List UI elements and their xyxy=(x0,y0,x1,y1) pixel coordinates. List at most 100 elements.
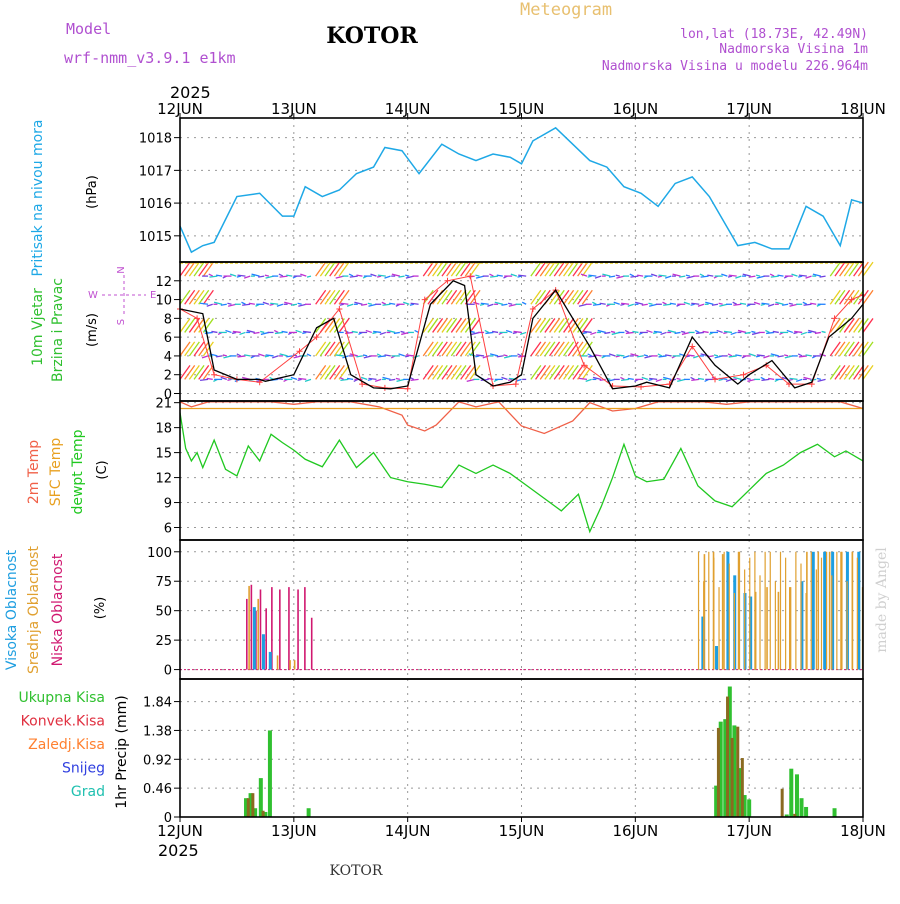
wind-ylabel: 10m Vjetar xyxy=(30,288,46,366)
compass-west: W xyxy=(88,290,98,301)
wind-barb xyxy=(455,261,467,277)
wind-barb xyxy=(405,354,414,357)
wind-barb xyxy=(239,331,246,336)
wind-barb xyxy=(594,275,602,279)
wind-barb xyxy=(338,289,350,305)
wind-barb xyxy=(460,365,472,380)
wind-barb xyxy=(489,273,494,277)
wind-barb xyxy=(795,378,803,383)
wind-barb xyxy=(441,341,453,357)
wind-barb xyxy=(746,377,751,381)
wind-barb xyxy=(549,289,561,305)
precip-total-bar xyxy=(784,814,789,817)
wind-barb xyxy=(862,289,874,305)
wind-barb xyxy=(362,354,368,357)
wind-barb xyxy=(363,355,372,359)
cloud-mid-bar xyxy=(248,585,250,670)
cloud-mid-bar xyxy=(257,598,260,670)
wind-barb xyxy=(184,261,196,277)
cloud-mid-bar xyxy=(841,551,843,670)
wind-barb xyxy=(798,275,803,278)
wind-barb xyxy=(237,274,246,277)
wind-barb xyxy=(236,353,242,357)
wind-barb xyxy=(817,378,826,383)
wind-barb xyxy=(862,365,874,380)
cloud-mid-bar xyxy=(697,551,700,670)
wind-barb xyxy=(788,378,793,382)
wind-barb xyxy=(705,301,714,305)
cloud-low-bar xyxy=(271,587,273,670)
wind-barb xyxy=(179,261,191,277)
wind-barb xyxy=(368,377,377,381)
wind-barb xyxy=(329,318,341,333)
wind-barb xyxy=(382,376,391,381)
wind-barb xyxy=(657,275,663,278)
wind-barb xyxy=(479,303,485,306)
wind-barb xyxy=(660,331,667,336)
wind-barb xyxy=(286,355,293,358)
wind-barb xyxy=(273,329,279,334)
wind-barb xyxy=(853,261,865,277)
wind-barb xyxy=(765,329,770,334)
wind-barb xyxy=(641,376,649,381)
wind-barb xyxy=(279,275,288,278)
time-label-top: 16JUN xyxy=(612,100,658,118)
wind-barb xyxy=(587,353,592,357)
wind-barb xyxy=(306,275,312,278)
wind-barb xyxy=(644,355,653,359)
wind-barb xyxy=(853,318,865,333)
wind-barb xyxy=(492,330,499,334)
wind-barb xyxy=(422,318,434,333)
cloud-ylabel: Srednja Oblacnost xyxy=(26,546,42,674)
gust-marker xyxy=(831,315,838,322)
cloud-low-bar xyxy=(246,598,248,670)
pressure-axis-tick-label: 1018 xyxy=(139,132,172,147)
wind-barb xyxy=(422,261,434,277)
time-label-top: 14JUN xyxy=(385,100,431,118)
wind-barb xyxy=(324,365,336,380)
wind-barb xyxy=(202,261,214,277)
wind-barb xyxy=(683,301,691,305)
wind-barb xyxy=(356,274,363,277)
wind-barb xyxy=(427,341,439,357)
precip-total-bar xyxy=(747,799,752,817)
model-name: wrf-nmm_v3.9.1 e1km xyxy=(64,49,236,67)
wind-barb xyxy=(627,303,634,307)
wind-barb xyxy=(798,274,807,277)
precip-total-bar xyxy=(738,768,743,817)
gust-marker xyxy=(444,277,451,284)
wind-barb xyxy=(335,354,344,357)
elevation-text: Nadmorska Visina 1m xyxy=(719,42,868,57)
pressure-axis-tick-label: 1016 xyxy=(139,197,172,212)
wind-barb xyxy=(728,355,737,358)
wind-ylabel-sub: Brzina i Pravac xyxy=(50,278,66,382)
wind-barb xyxy=(819,275,826,278)
wind-barb xyxy=(590,331,597,336)
wind-barb xyxy=(777,355,784,358)
wind-barb xyxy=(501,376,508,381)
precip-conv-bar xyxy=(780,788,784,817)
wind-barb xyxy=(405,355,410,358)
product-title: Meteogram xyxy=(520,0,612,20)
wind-barb xyxy=(487,377,494,381)
wind-barb xyxy=(389,378,396,382)
wind-barb xyxy=(648,378,653,382)
wind-barb xyxy=(782,303,789,306)
wind-barb xyxy=(401,331,410,336)
wind-barb xyxy=(436,365,448,380)
wind-barb xyxy=(446,318,458,333)
wind-barb xyxy=(721,273,728,277)
wind-barb xyxy=(686,275,695,279)
wind-barb xyxy=(482,355,489,359)
wind-barb xyxy=(475,274,480,277)
wind-barb xyxy=(751,330,756,334)
wind-barb xyxy=(621,302,630,305)
cloud-low-bar xyxy=(288,587,290,670)
wind-barb xyxy=(469,261,481,277)
wind-barb xyxy=(610,330,616,334)
gust-marker xyxy=(848,296,855,303)
wind-barbs-layer xyxy=(179,261,874,383)
wind-barb xyxy=(367,378,372,382)
wind-barb xyxy=(188,341,200,357)
cloud-high-bar xyxy=(715,646,719,670)
